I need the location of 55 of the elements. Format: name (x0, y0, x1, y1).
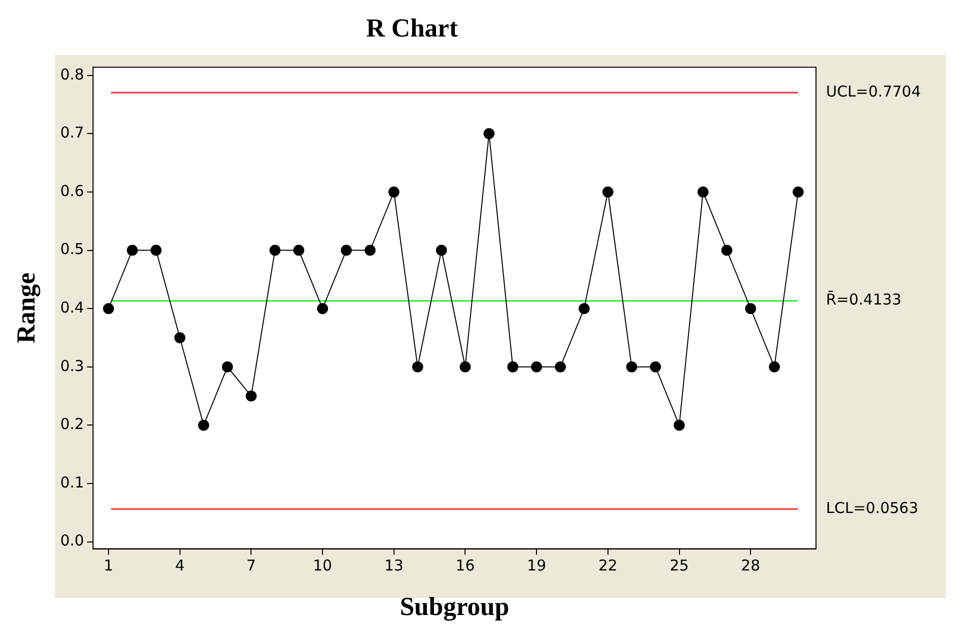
y-tick-label: 0.3 (60, 356, 84, 375)
point (507, 361, 518, 372)
point (792, 186, 804, 198)
y-tick-label: 0.2 (60, 415, 84, 434)
point (531, 361, 542, 372)
point (436, 244, 447, 256)
point (484, 128, 495, 140)
point (340, 244, 352, 256)
x-tick-label: 16 (456, 556, 475, 575)
chart-title: R Chart (366, 13, 458, 42)
point (222, 361, 233, 372)
x-tick-label: 28 (741, 556, 760, 575)
point (269, 244, 280, 256)
y-tick-label: 0.6 (60, 182, 84, 200)
point (174, 332, 186, 344)
ref-line-label: UCL=0.7704 (826, 82, 921, 101)
point (602, 186, 614, 198)
x-tick-label: 22 (598, 556, 618, 575)
x-tick-label: 7 (246, 556, 256, 575)
point (126, 244, 138, 256)
x-tick-label: 19 (527, 556, 546, 575)
y-tick-label: 0.5 (60, 240, 84, 258)
point (198, 420, 210, 431)
point (626, 361, 638, 372)
y-tick-label: 0.0 (60, 532, 84, 550)
point (388, 186, 400, 198)
point (246, 390, 257, 402)
point (103, 303, 114, 314)
y-tick-label: 0.7 (60, 124, 84, 142)
ref-line-label: LCL=0.0563 (826, 498, 918, 517)
point (412, 361, 424, 372)
ref-line-label: R̄=0.4133 (826, 290, 902, 309)
y-axis-title: Range (11, 272, 40, 344)
point (578, 303, 590, 314)
point (745, 303, 756, 314)
x-tick-label: 4 (175, 556, 185, 575)
point (460, 361, 471, 372)
point (364, 244, 376, 256)
x-tick-label: 1 (104, 556, 114, 575)
point (698, 186, 709, 198)
point (554, 361, 566, 372)
x-tick-label: 25 (670, 556, 689, 575)
point (721, 244, 732, 256)
y-tick-label: 0.1 (60, 473, 84, 492)
y-tick-label: 0.8 (60, 65, 84, 84)
x-tick-label: 13 (384, 556, 404, 575)
point (150, 244, 162, 256)
x-tick-label: 10 (312, 556, 332, 575)
x-axis-title: Subgroup (400, 592, 510, 622)
point (674, 420, 685, 431)
point (293, 244, 304, 256)
point (317, 303, 328, 314)
point (650, 361, 661, 372)
y-tick-label: 0.4 (60, 298, 84, 316)
point (768, 361, 780, 372)
